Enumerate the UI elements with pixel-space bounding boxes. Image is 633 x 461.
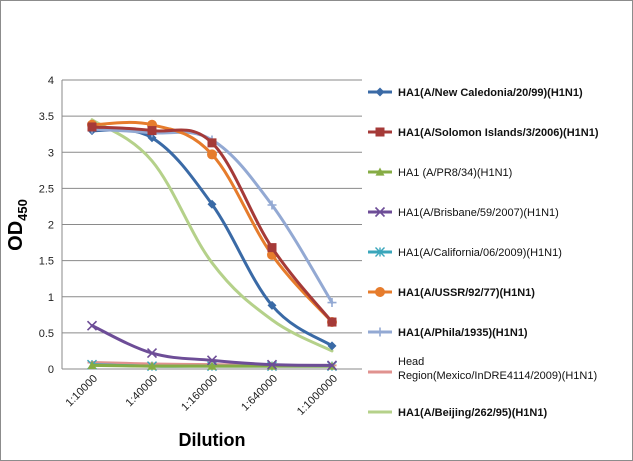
x-tick-label: 1:160000 [179, 373, 220, 414]
x-tick-label: 1:640000 [239, 373, 280, 414]
x-axis-title: Dilution [179, 430, 246, 450]
legend-swatch-marker [374, 206, 386, 218]
y-tick-labels: 0 0.5 1 1.5 2 2.5 3 3.5 4 [39, 75, 54, 376]
legend-label: HA1(A/USSR/92/77)(H1N1) [398, 287, 535, 299]
data-point [206, 355, 218, 366]
legend-item: HA1 (A/PR8/34)(H1N1) [368, 167, 512, 179]
data-point [87, 360, 97, 369]
data-point [146, 348, 158, 359]
series-line [90, 125, 334, 324]
y-tick-label: 0 [48, 364, 54, 376]
data-point [327, 317, 337, 327]
data-point [147, 361, 157, 370]
legend: HA1(A/New Caledonia/20/99)(H1N1) HA1(A/So… [368, 87, 599, 419]
legend-label: HA1(A/Solomon Islands/3/2006)(H1N1) [398, 127, 599, 139]
data-point [207, 361, 217, 370]
data-point [327, 341, 337, 351]
legend-swatch-marker [375, 167, 385, 176]
series-1 [87, 126, 337, 351]
y-tick-label: 1 [48, 292, 54, 304]
y-tick-label: 1.5 [39, 256, 54, 268]
legend-item: HA1(A/Beijing/262/95)(H1N1) [368, 407, 547, 419]
y-tick-label: 4 [48, 75, 54, 87]
legend-label: HA1(A/Phila/1935)(H1N1) [398, 327, 528, 339]
legend-label: HA1(A/Brisbane/59/2007)(H1N1) [398, 207, 559, 219]
y-axis-title-subscript: 450 [15, 199, 30, 221]
series-9 [90, 118, 334, 353]
legend-label: HA1(A/Beijing/262/95)(H1N1) [398, 407, 547, 419]
y-axis-title-main: OD [5, 221, 27, 251]
legend-swatch-marker [375, 87, 385, 97]
data-point [87, 122, 97, 132]
data-point [267, 300, 277, 310]
data-point [207, 199, 217, 209]
legend-item: Head Region(Mexico/InDRE4114/2009)(H1N1) [368, 356, 597, 382]
series-6 [87, 119, 337, 328]
legend-swatch-marker [375, 247, 385, 257]
data-point [147, 126, 157, 136]
legend-label: HA1 (A/PR8/34)(H1N1) [398, 167, 512, 179]
x-tick-label: 1:40000 [124, 373, 161, 410]
legend-item: HA1(A/Phila/1935)(H1N1) [368, 327, 528, 339]
data-point [147, 133, 157, 143]
y-tick-label: 3 [48, 147, 54, 159]
y-tick-label: 2 [48, 220, 54, 232]
series-line [90, 120, 334, 324]
y-tick-label: 0.5 [39, 328, 54, 340]
legend-swatch-marker [375, 327, 385, 337]
series-line [90, 118, 334, 353]
legend-label: HA1(A/California/06/2009)(H1N1) [398, 247, 562, 259]
data-point [267, 200, 277, 210]
y-tick-label: 3.5 [39, 111, 54, 123]
data-point [266, 359, 278, 370]
legend-item: HA1(A/Brisbane/59/2007)(H1N1) [368, 206, 559, 219]
data-series [86, 118, 338, 372]
x-tick-label: 1:10000 [64, 373, 101, 410]
data-point [327, 298, 337, 308]
x-tick-labels: 1:10000 1:40000 1:160000 1:640000 1:1000000 [64, 373, 341, 418]
data-point [86, 320, 98, 331]
legend-swatch-marker [375, 287, 385, 297]
legend-label: HA1(A/New Caledonia/20/99)(H1N1) [398, 87, 583, 99]
data-point [267, 243, 277, 253]
data-point [326, 360, 338, 371]
series-2 [87, 122, 337, 327]
legend-item: HA1(A/California/06/2009)(H1N1) [368, 247, 562, 259]
series-4 [86, 320, 338, 371]
series-line [90, 127, 334, 305]
legend-label: Region(Mexico/InDRE4114/2009)(H1N1) [398, 370, 597, 382]
y-axis-title: OD450 [5, 199, 30, 251]
x-tick-label: 1:1000000 [295, 373, 340, 418]
legend-item: HA1(A/Solomon Islands/3/2006)(H1N1) [368, 127, 599, 139]
legend-label: Head [398, 356, 424, 368]
data-point [207, 149, 217, 160]
legend-item: HA1(A/New Caledonia/20/99)(H1N1) [368, 87, 583, 99]
y-tick-label: 2.5 [39, 183, 54, 195]
data-point [207, 138, 217, 148]
legend-swatch-marker [375, 127, 385, 137]
series-line [90, 128, 334, 348]
legend-item: HA1(A/USSR/92/77)(H1N1) [368, 287, 535, 299]
gridlines [61, 79, 362, 370]
